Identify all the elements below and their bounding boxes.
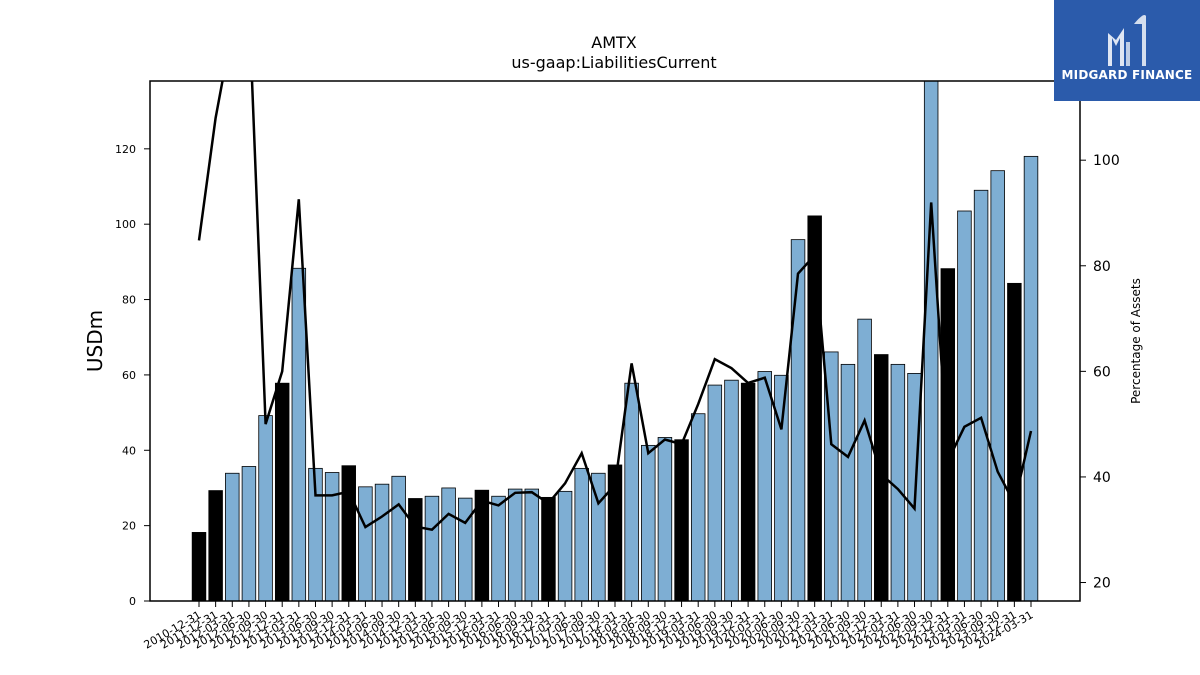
y2-axis-label: Percentage of Assets <box>1129 278 1143 404</box>
bar-2015-03-31 <box>424 495 440 601</box>
bar-2010-12-31 <box>191 532 207 601</box>
bar-2017-12-31 <box>607 464 623 601</box>
y-tick-label: 20 <box>122 520 136 533</box>
bar-2012-09-30 <box>258 415 273 601</box>
chart-subtitle: us-gaap:LiabilitiesCurrent <box>511 53 716 72</box>
y-tick-label: 120 <box>115 143 136 156</box>
bar-2020-12-31 <box>807 215 822 601</box>
bar-2019-06-30 <box>707 384 723 601</box>
bar-2014-12-31 <box>408 498 423 601</box>
bar-2012-12-31 <box>274 382 290 601</box>
bar-2021-12-31 <box>874 354 889 601</box>
logo: MIDGARD FINANCE <box>1054 0 1200 101</box>
bar-2018-06-30 <box>641 444 656 601</box>
y2-tick-label: 60 <box>1093 364 1111 380</box>
y-tick-label: 0 <box>129 595 136 608</box>
y-tick-label: 60 <box>122 369 136 382</box>
bar-2018-03-31 <box>624 382 639 601</box>
bar-2023-09-30 <box>990 170 1005 601</box>
y-axis-right: 20 40 60 80 100 <box>1080 153 1120 592</box>
bar-2014-03-31 <box>358 486 373 601</box>
y-axis-label: USDm <box>83 310 107 372</box>
bar-2013-03-31 <box>291 267 307 601</box>
bar-2015-06-30 <box>441 487 456 601</box>
bar-2014-09-30 <box>391 475 406 601</box>
logo-text: MIDGARD FINANCE <box>1061 68 1193 82</box>
bar-2023-03-31 <box>957 210 972 601</box>
bar-2016-03-31 <box>491 495 506 601</box>
bar-2019-12-31 <box>740 382 756 601</box>
y2-tick-label: 40 <box>1093 470 1111 486</box>
bar-2015-09-30 <box>458 497 473 601</box>
bar-2020-09-30 <box>790 239 806 601</box>
bar-2018-12-31 <box>674 439 689 601</box>
bar-series <box>191 81 1039 601</box>
y2-tick-label: 80 <box>1093 259 1111 275</box>
bar-2016-12-31 <box>541 496 556 601</box>
bar-2021-06-30 <box>840 363 856 601</box>
y-tick-label: 40 <box>122 444 136 457</box>
chart-title: AMTX <box>591 33 637 52</box>
percentage-line <box>197 81 1033 532</box>
bar-2021-09-30 <box>857 318 872 601</box>
bar-2020-06-30 <box>774 374 789 601</box>
bar-2017-03-31 <box>557 490 573 601</box>
bar-2023-12-31 <box>1007 282 1022 601</box>
bar-2022-12-31 <box>940 268 956 601</box>
bar-2013-09-30 <box>324 472 340 601</box>
bar-2022-09-30 <box>923 81 939 601</box>
y-tick-label: 80 <box>122 294 136 307</box>
bar-2019-09-30 <box>724 379 739 601</box>
bar-2016-06-30 <box>507 488 523 601</box>
y-axis-left: 0 20 40 60 80 100 120 <box>115 143 150 608</box>
x-axis: 2010-12-312011-12-312012-03-312012-06-30… <box>142 601 1036 652</box>
bar-2019-03-31 <box>690 413 706 601</box>
bar-2020-03-31 <box>757 371 772 601</box>
bar-2016-09-30 <box>524 488 540 601</box>
bar-2017-06-30 <box>574 467 589 601</box>
logo-mark-icon <box>1108 15 1146 66</box>
bar-2024-03-31 <box>1023 155 1039 601</box>
y-tick-label: 100 <box>115 218 136 231</box>
bar-2018-09-30 <box>657 437 673 601</box>
bar-2022-03-31 <box>890 363 906 601</box>
bar-2023-06-30 <box>973 189 989 601</box>
y2-tick-label: 20 <box>1093 576 1111 592</box>
bar-2012-06-30 <box>241 466 257 601</box>
bar-2012-03-31 <box>225 472 240 601</box>
bar-2013-12-31 <box>341 465 356 601</box>
bar-2011-12-31 <box>208 490 223 601</box>
bar-2014-06-30 <box>374 483 390 601</box>
y2-tick-label: 100 <box>1093 153 1120 169</box>
